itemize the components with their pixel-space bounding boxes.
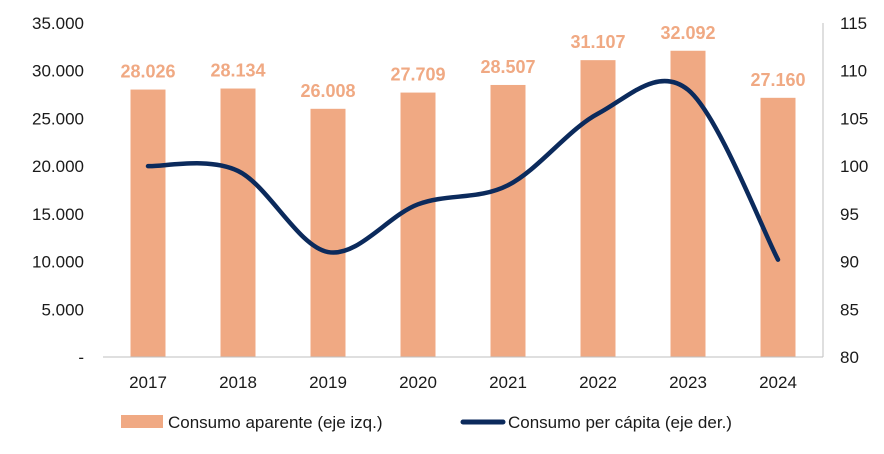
left-axis-tick-label: 25.000 <box>32 109 84 128</box>
x-axis-tick-label: 2021 <box>489 373 527 392</box>
left-axis-tick-label: 20.000 <box>32 157 84 176</box>
x-axis-tick-label: 2022 <box>579 373 617 392</box>
bar <box>580 60 616 358</box>
right-axis-tick-label: 110 <box>840 62 867 81</box>
legend-swatch-bar <box>121 415 163 428</box>
x-axis: 2017 2018 2019 2020 2021 2022 2023 2024 <box>129 373 797 392</box>
bar-data-label: 27.160 <box>750 70 805 90</box>
right-axis-tick-label: 100 <box>840 157 868 176</box>
left-axis-tick-label: 30.000 <box>32 62 84 81</box>
bar-data-label: 28.134 <box>210 61 265 81</box>
bar <box>490 84 526 358</box>
left-axis: - 5.000 10.000 15.000 20.000 25.000 30.000 35.0… <box>32 14 84 367</box>
bar-data-labels: 28.026 28.134 26.008 27.709 28.507 31.107 32.0… <box>120 23 805 101</box>
left-axis-tick-label: - <box>78 348 84 367</box>
right-axis-tick-label: 80 <box>840 348 859 367</box>
left-axis-tick-label: 35.000 <box>32 14 84 33</box>
per-capita-line <box>145 78 781 262</box>
bar <box>400 92 436 358</box>
bar-data-label: 27.709 <box>390 65 445 85</box>
right-axis-tick-label: 105 <box>840 109 868 128</box>
legend-label-bar: Consumo aparente (eje izq.) <box>168 413 383 432</box>
bar <box>130 89 166 358</box>
legend: Consumo aparente (eje izq.) Consumo per … <box>121 413 732 432</box>
bar-series <box>130 50 796 358</box>
left-axis-tick-label: 10.000 <box>32 253 84 272</box>
right-axis-tick-label: 90 <box>840 253 859 272</box>
bar <box>310 108 346 357</box>
bar-data-label: 32.092 <box>660 23 715 43</box>
left-axis-tick-label: 15.000 <box>32 205 84 224</box>
right-axis-tick-label: 85 <box>840 300 859 319</box>
bar <box>670 50 706 357</box>
x-axis-tick-label: 2019 <box>309 373 347 392</box>
bar <box>760 97 796 357</box>
x-axis-tick-label: 2024 <box>759 373 797 392</box>
x-axis-tick-label: 2020 <box>399 373 437 392</box>
x-axis-tick-label: 2023 <box>669 373 707 392</box>
left-axis-tick-label: 5.000 <box>41 300 84 319</box>
bar-data-label: 28.026 <box>120 62 175 82</box>
x-axis-tick-label: 2017 <box>129 373 167 392</box>
right-axis-tick-label: 95 <box>840 205 859 224</box>
bar-data-label: 31.107 <box>570 32 625 52</box>
bar-data-label: 28.507 <box>480 57 535 77</box>
bar-data-label: 26.008 <box>300 81 355 101</box>
bar <box>220 88 256 358</box>
right-axis-tick-label: 115 <box>840 14 867 33</box>
right-axis: 80 85 90 95 100 105 110 115 <box>822 14 868 367</box>
legend-label-line: Consumo per cápita (eje der.) <box>508 413 732 432</box>
x-axis-tick-label: 2018 <box>219 373 257 392</box>
